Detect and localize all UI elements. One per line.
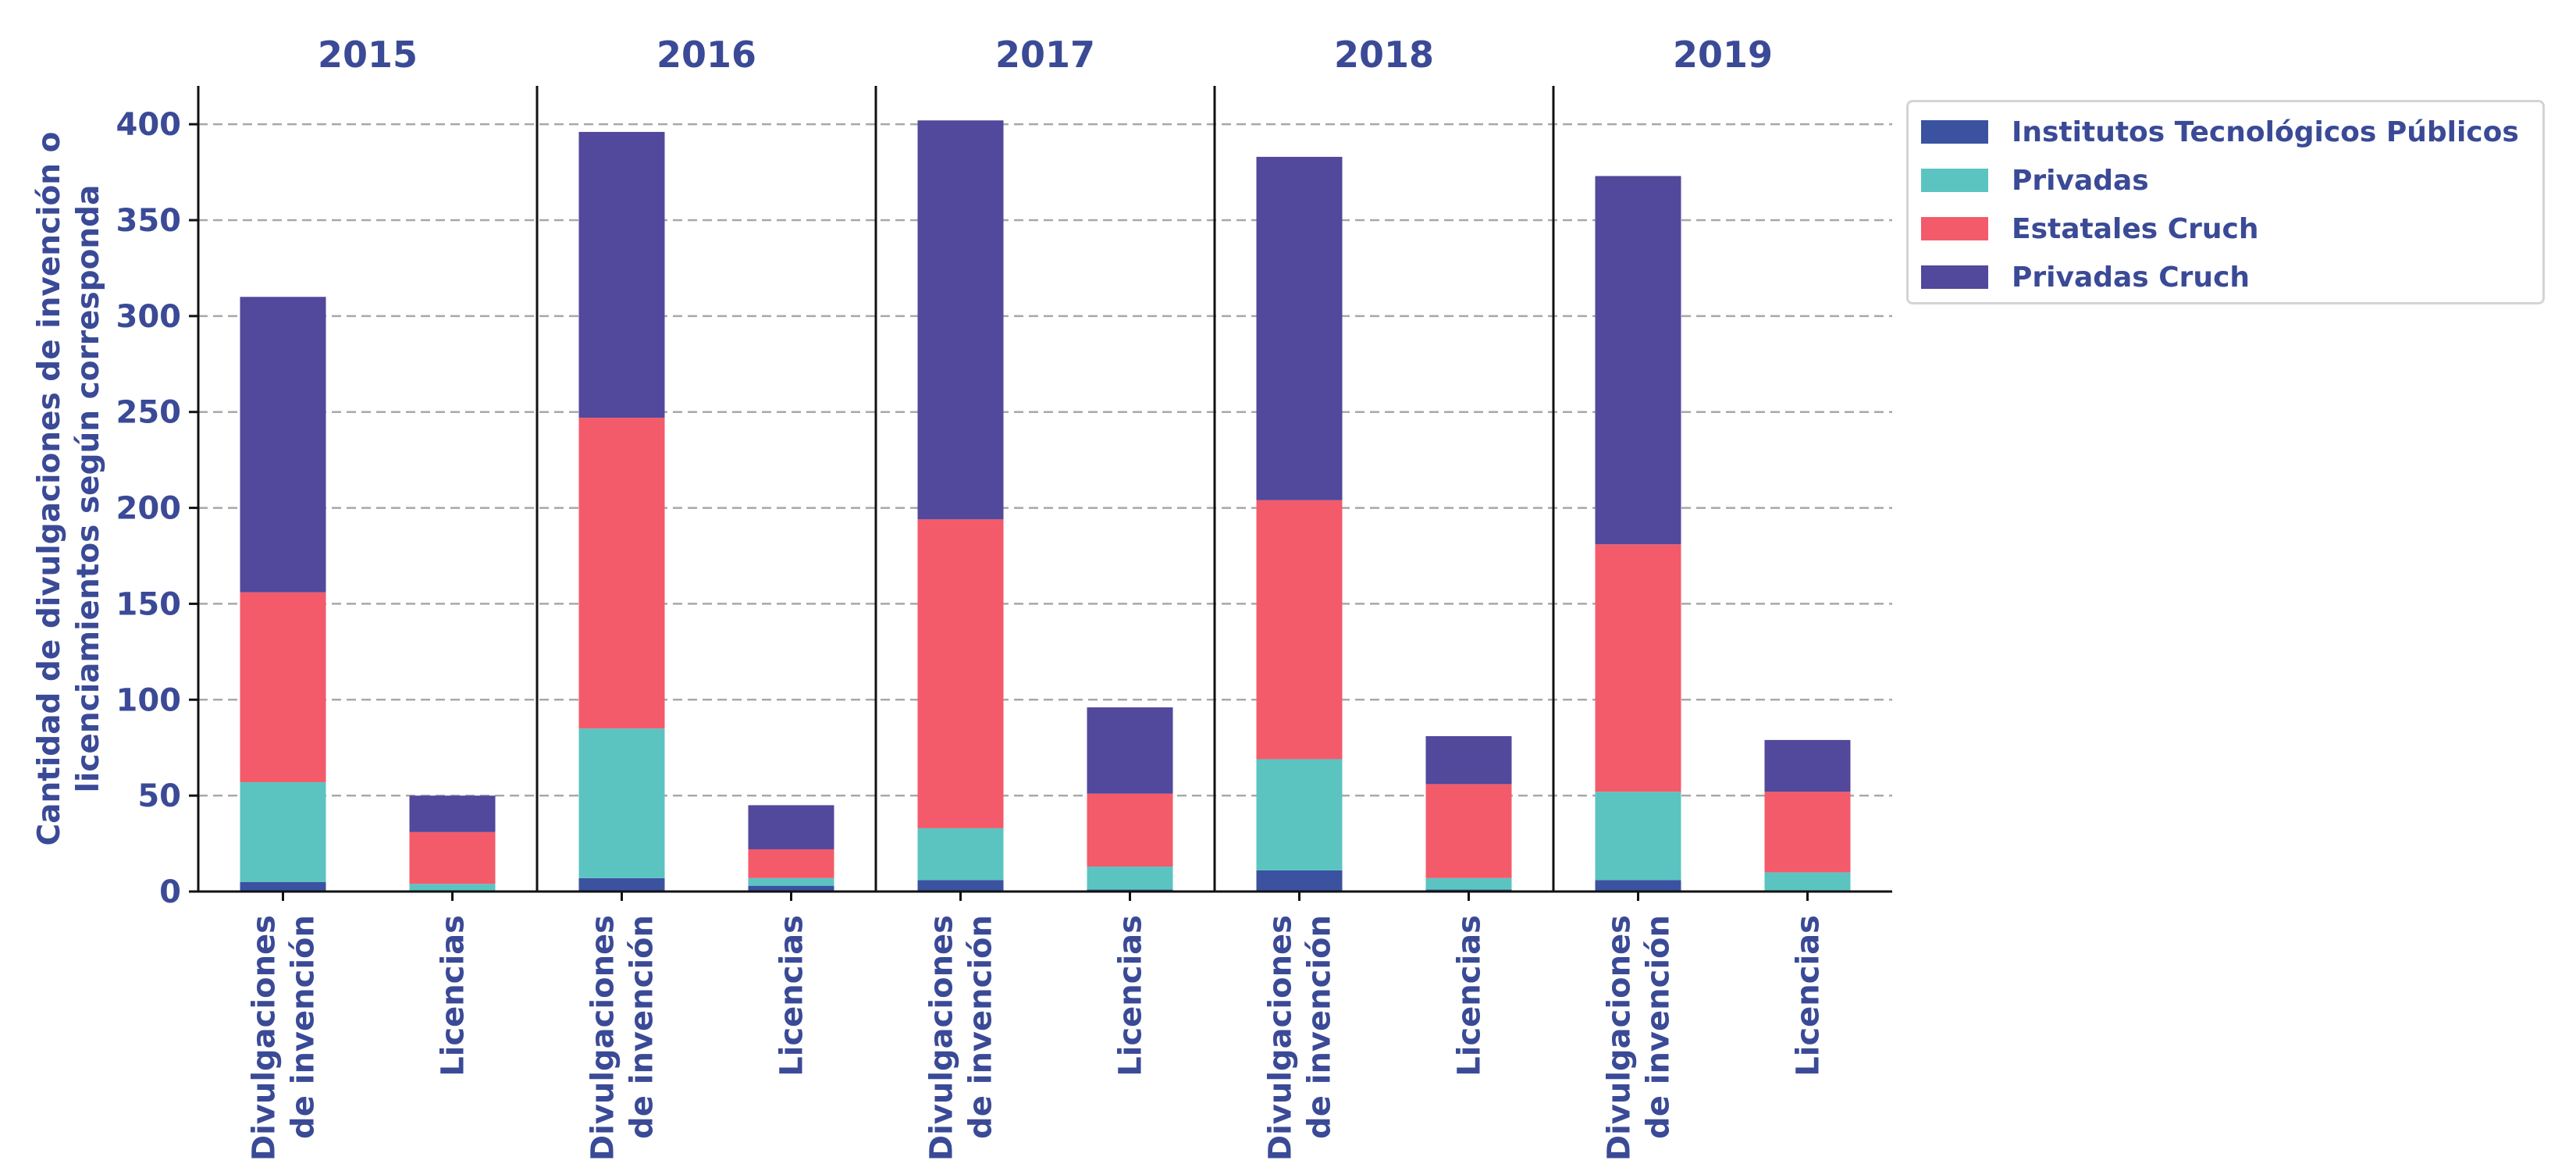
bar-segment — [1256, 156, 1343, 500]
legend-swatch — [1921, 265, 1988, 289]
bar-segment — [917, 519, 1004, 828]
bar-segment — [409, 795, 496, 832]
y-tick-label: 350 — [116, 203, 182, 239]
bar-segment — [748, 805, 834, 849]
bar-segment — [1425, 784, 1512, 878]
bar-segment — [1764, 739, 1851, 792]
bar-segment — [578, 418, 665, 729]
y-tick-label: 50 — [137, 778, 181, 814]
panel-title: 2016 — [656, 34, 756, 76]
bar-segment — [917, 880, 1004, 892]
bar-segment — [1425, 877, 1512, 890]
legend-label: Estatales Cruch — [2012, 212, 2259, 245]
panel-title: 2018 — [1334, 34, 1434, 76]
bar-segment — [578, 728, 665, 878]
chart-legend: Institutos Tecnológicos Públicos Privada… — [1906, 100, 2545, 304]
bar-segment — [748, 849, 834, 878]
bar-segment — [1764, 872, 1851, 892]
legend-swatch — [1921, 217, 1988, 240]
y-tick-label: 400 — [116, 107, 182, 143]
bar-segment — [1595, 176, 1681, 545]
panel-title: 2015 — [318, 34, 418, 76]
bar-segment — [240, 297, 326, 593]
bar-segment — [1256, 870, 1343, 892]
y-tick-label: 200 — [116, 491, 182, 527]
bar-segment — [240, 592, 326, 782]
bar-segment — [917, 120, 1004, 520]
x-tick-label: Licencias — [774, 915, 810, 1077]
bar-segment — [1087, 867, 1173, 890]
y-tick-label: 100 — [116, 682, 182, 718]
legend-label: Privadas Cruch — [2012, 261, 2250, 294]
bar-segment — [1425, 735, 1512, 785]
bar-segment — [409, 831, 496, 884]
legend-label: Institutos Tecnológicos Públicos — [2012, 116, 2519, 148]
bar-segment — [578, 877, 665, 892]
bar-segment — [1087, 793, 1173, 867]
legend-swatch — [1921, 169, 1988, 192]
bar-segment — [1595, 544, 1681, 792]
bar-segment — [748, 885, 834, 892]
x-tick-label: Licencias — [436, 915, 471, 1077]
y-tick-label: 150 — [116, 586, 182, 622]
legend-label: Privadas — [2012, 164, 2149, 197]
bar-segment — [240, 881, 326, 892]
bar-segment — [1764, 792, 1851, 873]
x-tick-label: Divulgaciones de invención — [924, 915, 999, 1161]
bar-segment — [409, 884, 496, 892]
x-tick-label: Licencias — [1791, 915, 1827, 1077]
panel-title: 2019 — [1673, 34, 1773, 76]
legend-item-estatales-cruch: Estatales Cruch — [1921, 205, 2259, 253]
legend-item-privadas-cruch: Privadas Cruch — [1921, 253, 2250, 301]
panel-title: 2017 — [995, 34, 1095, 76]
bar-segment — [1256, 759, 1343, 870]
x-tick-label: Divulgaciones de invención — [1602, 915, 1677, 1161]
bar-segment — [748, 877, 834, 886]
y-axis-label: Cantidad de divulgaciones de invención o… — [32, 132, 106, 846]
x-tick-label: Divulgaciones de invención — [585, 915, 660, 1161]
x-tick-label: Divulgaciones de invención — [247, 915, 322, 1161]
x-tick-label: Licencias — [1452, 915, 1488, 1077]
legend-item-institutos: Institutos Tecnológicos Públicos — [1921, 108, 2519, 156]
legend-item-privadas: Privadas — [1921, 156, 2149, 205]
bar-segment — [1256, 500, 1343, 760]
bar-segment — [917, 828, 1004, 881]
y-tick-label: 0 — [159, 874, 181, 910]
bar-segment — [578, 131, 665, 418]
bar-segment — [1595, 880, 1681, 892]
y-tick-label: 250 — [116, 395, 182, 431]
bar-segment — [1087, 707, 1173, 794]
x-tick-label: Divulgaciones de invención — [1263, 915, 1338, 1161]
legend-swatch — [1921, 120, 1988, 144]
bar-segment — [1595, 792, 1681, 881]
x-tick-label: Licencias — [1113, 915, 1149, 1077]
bar-segment — [240, 781, 326, 882]
y-tick-label: 300 — [116, 299, 182, 335]
